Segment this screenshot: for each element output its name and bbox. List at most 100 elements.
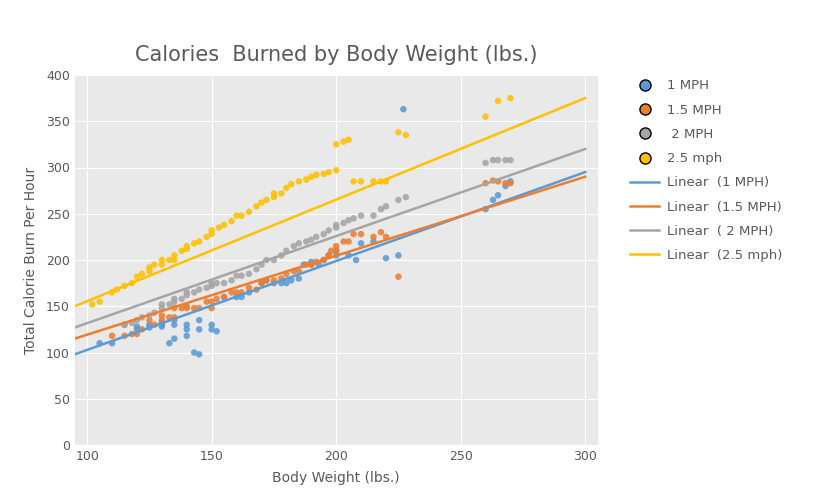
Point	[399, 131, 413, 139]
Point	[212, 224, 226, 232]
Point	[118, 332, 131, 340]
Point	[374, 205, 388, 213]
Point	[330, 247, 343, 255]
Point	[242, 270, 256, 278]
Point	[354, 178, 368, 186]
X-axis label: Body Weight (lbs.): Body Weight (lbs.)	[272, 471, 400, 485]
Point	[275, 274, 288, 282]
Point	[143, 321, 156, 329]
Point	[235, 212, 248, 220]
Point	[155, 319, 168, 327]
Point	[135, 326, 149, 334]
Point	[155, 312, 168, 320]
Point	[287, 242, 300, 250]
Point	[135, 314, 149, 322]
Point	[292, 274, 305, 282]
Point	[130, 316, 144, 324]
Point	[342, 238, 355, 246]
Point	[155, 256, 168, 264]
Point	[193, 304, 206, 312]
Point	[155, 321, 168, 329]
Point	[200, 284, 213, 292]
Point	[479, 159, 492, 167]
Point	[168, 256, 181, 264]
Point	[168, 316, 181, 324]
Point	[188, 348, 201, 356]
Point	[491, 156, 505, 164]
Point	[504, 94, 517, 102]
Point	[347, 178, 360, 186]
Point	[180, 242, 193, 250]
Point	[235, 293, 248, 301]
Point	[188, 288, 201, 296]
Point	[300, 238, 313, 246]
Point	[118, 321, 131, 329]
Point	[242, 288, 256, 296]
Point	[205, 326, 218, 334]
Point	[193, 350, 206, 358]
Point	[225, 217, 238, 225]
Point	[300, 260, 313, 268]
Point	[285, 180, 298, 188]
Point	[250, 286, 263, 294]
Point	[143, 324, 156, 332]
Point	[230, 212, 243, 220]
Point	[255, 198, 268, 206]
Point	[479, 205, 492, 213]
Point	[118, 321, 131, 329]
Point	[292, 267, 305, 275]
Point	[504, 156, 517, 164]
Point	[180, 332, 193, 340]
Point	[143, 312, 156, 320]
Point	[317, 170, 330, 178]
Point	[175, 304, 188, 312]
Point	[135, 270, 149, 278]
Point	[130, 272, 144, 280]
Point	[285, 276, 298, 284]
Point	[255, 260, 268, 268]
Point	[105, 332, 119, 340]
Point	[392, 272, 405, 280]
Point	[367, 238, 380, 246]
Point	[180, 288, 193, 296]
Point	[188, 240, 201, 248]
Point	[193, 286, 206, 294]
Point	[130, 322, 144, 330]
Point	[143, 316, 156, 324]
Point	[267, 276, 281, 284]
Point	[330, 140, 343, 148]
Point	[155, 304, 168, 312]
Point	[180, 326, 193, 334]
Point	[200, 233, 213, 241]
Point	[260, 256, 273, 264]
Point	[250, 202, 263, 210]
Point	[397, 105, 410, 113]
Point	[85, 300, 99, 308]
Point	[354, 230, 368, 238]
Point	[330, 247, 343, 255]
Point	[330, 224, 343, 232]
Point	[280, 247, 293, 255]
Point	[118, 282, 131, 290]
Point	[330, 166, 343, 174]
Point	[163, 256, 176, 264]
Point	[347, 230, 360, 238]
Point	[486, 176, 500, 184]
Point	[188, 304, 201, 312]
Point	[217, 293, 231, 301]
Title: Calories  Burned by Body Weight (lbs.): Calories Burned by Body Weight (lbs.)	[135, 45, 537, 65]
Point	[180, 302, 193, 310]
Point	[374, 178, 388, 186]
Point	[180, 321, 193, 329]
Point	[322, 226, 335, 234]
Point	[143, 267, 156, 275]
Point	[292, 240, 305, 248]
Point	[330, 242, 343, 250]
Point	[217, 221, 231, 229]
Point	[310, 171, 323, 179]
Point	[342, 216, 355, 224]
Point	[155, 316, 168, 324]
Y-axis label: Total Calorie Burn Per Hour: Total Calorie Burn Per Hour	[23, 166, 37, 354]
Point	[155, 322, 168, 330]
Point	[310, 233, 323, 241]
